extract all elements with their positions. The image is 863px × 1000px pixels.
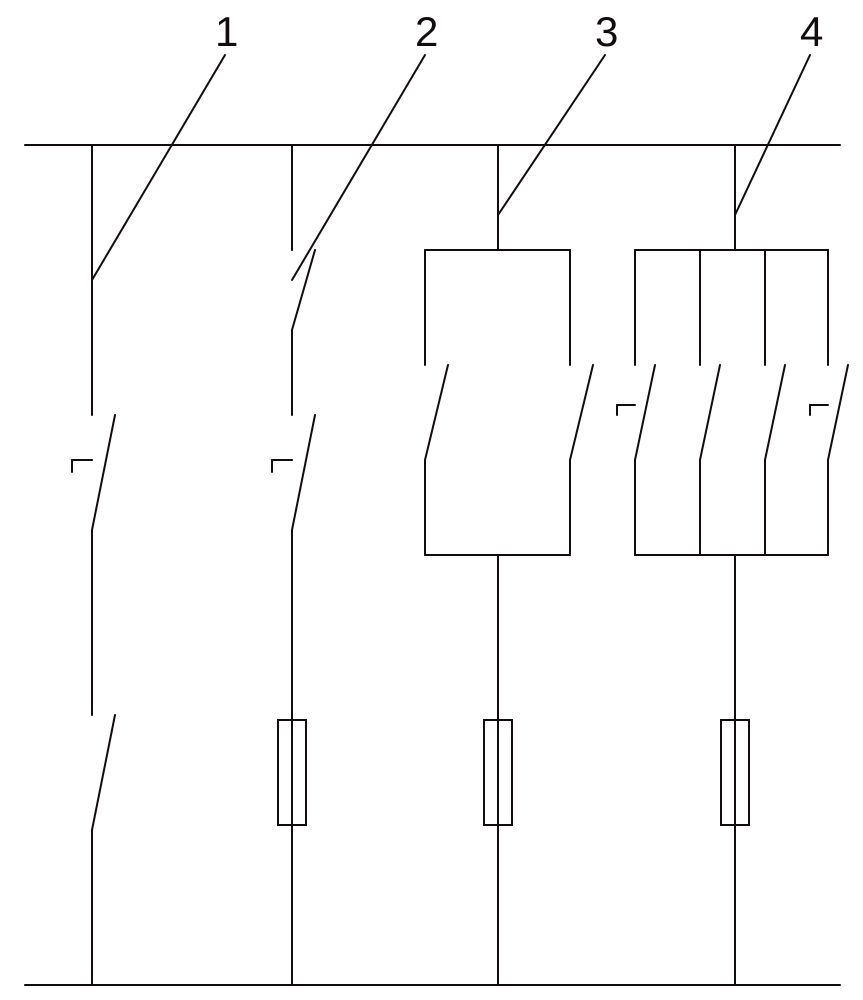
schematic-svg [0, 0, 863, 1000]
label-3: 3 [595, 8, 618, 56]
label-1: 1 [215, 8, 238, 56]
diagram-canvas: 1 2 3 4 [0, 0, 863, 1000]
label-4: 4 [800, 8, 823, 56]
label-2: 2 [415, 8, 438, 56]
